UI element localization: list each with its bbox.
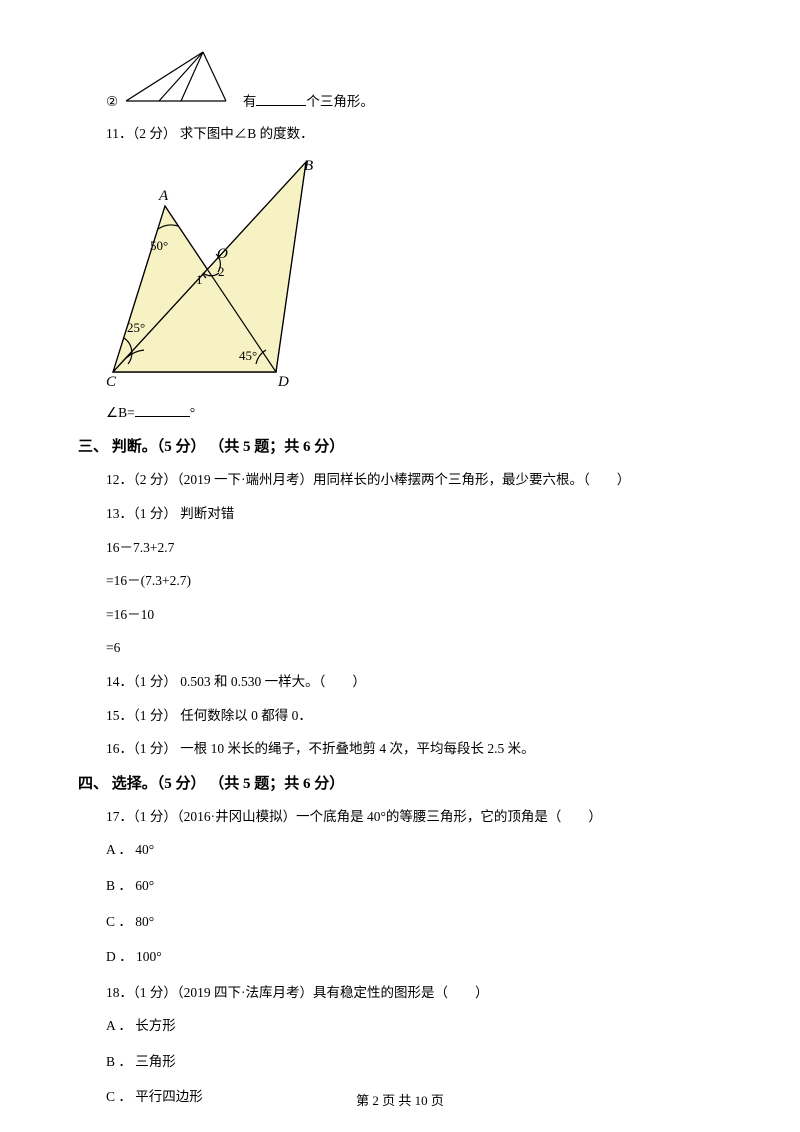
label-O: O: [217, 246, 228, 262]
q10-figure: [121, 48, 233, 113]
q10-tail1: 有: [243, 94, 257, 109]
q10-tail2: 个三角形。: [306, 94, 374, 109]
angle-1: 1: [196, 272, 203, 287]
q17-opt-B: B ． 60°: [78, 875, 722, 897]
q18-opt-B: B ． 三角形: [78, 1051, 722, 1073]
q13-l1: 16－7.3+2.7: [78, 537, 722, 559]
q13-l3: =16－10: [78, 604, 722, 626]
q13-head: 13．（1 分） 判断对错: [78, 503, 722, 525]
q10-blank[interactable]: [256, 93, 306, 107]
q12: 12．（2 分）（2019 一下·端州月考）用同样长的小棒摆两个三角形，最少要六…: [78, 469, 722, 491]
q11-ans-prefix: ∠B=: [106, 405, 135, 420]
q17-opt-D: D ． 100°: [78, 946, 722, 968]
angle-45: 45°: [239, 348, 257, 363]
page-footer: 第 2 页 共 10 页: [0, 1091, 800, 1112]
q11-blank[interactable]: [135, 403, 190, 417]
label-A: A: [158, 188, 169, 204]
q17-opt-A: A ． 40°: [78, 839, 722, 861]
q16: 16．（1 分） 一根 10 米长的绳子，不折叠地剪 4 次，平均每段长 2.5…: [78, 738, 722, 760]
q13-l4: =6: [78, 637, 722, 659]
q17-stem: 17．（1 分）（2016·井冈山模拟）一个底角是 40°的等腰三角形，它的顶角…: [78, 806, 722, 828]
q10-line: ② 有 个三角形。: [78, 48, 722, 113]
label-C: C: [106, 374, 117, 389]
label-B: B: [304, 158, 313, 174]
q14: 14．（1 分） 0.503 和 0.530 一样大。（ ）: [78, 671, 722, 693]
angle-2: 2: [218, 264, 225, 279]
q10-marker: ②: [106, 94, 118, 109]
q11-stem: 11．（2 分） 求下图中∠B 的度数．: [78, 123, 722, 145]
q13-l2: =16－(7.3+2.7): [78, 570, 722, 592]
angle-25: 25°: [127, 320, 145, 335]
q11-ans-suffix: °: [190, 405, 195, 420]
q18-opt-A: A ． 长方形: [78, 1015, 722, 1037]
section4-title: 四、 选择。（5 分） （共 5 题；共 6 分）: [78, 772, 722, 796]
section3-title: 三、 判断。（5 分） （共 5 题；共 6 分）: [78, 435, 722, 459]
q15: 15．（1 分） 任何数除以 0 都得 0．: [78, 705, 722, 727]
angle-50: 50°: [150, 238, 168, 253]
q11-figure: A B C D O 50° 25° 45° 1 2: [106, 154, 316, 389]
q11-answer-line: ∠B= °: [78, 402, 722, 424]
q11-figure-wrap: A B C D O 50° 25° 45° 1 2: [106, 154, 722, 396]
label-D: D: [277, 374, 289, 389]
q17-opt-C: C ． 80°: [78, 911, 722, 933]
q18-stem: 18．（1 分）（2019 四下·法库月考）具有稳定性的图形是（ ）: [78, 982, 722, 1004]
